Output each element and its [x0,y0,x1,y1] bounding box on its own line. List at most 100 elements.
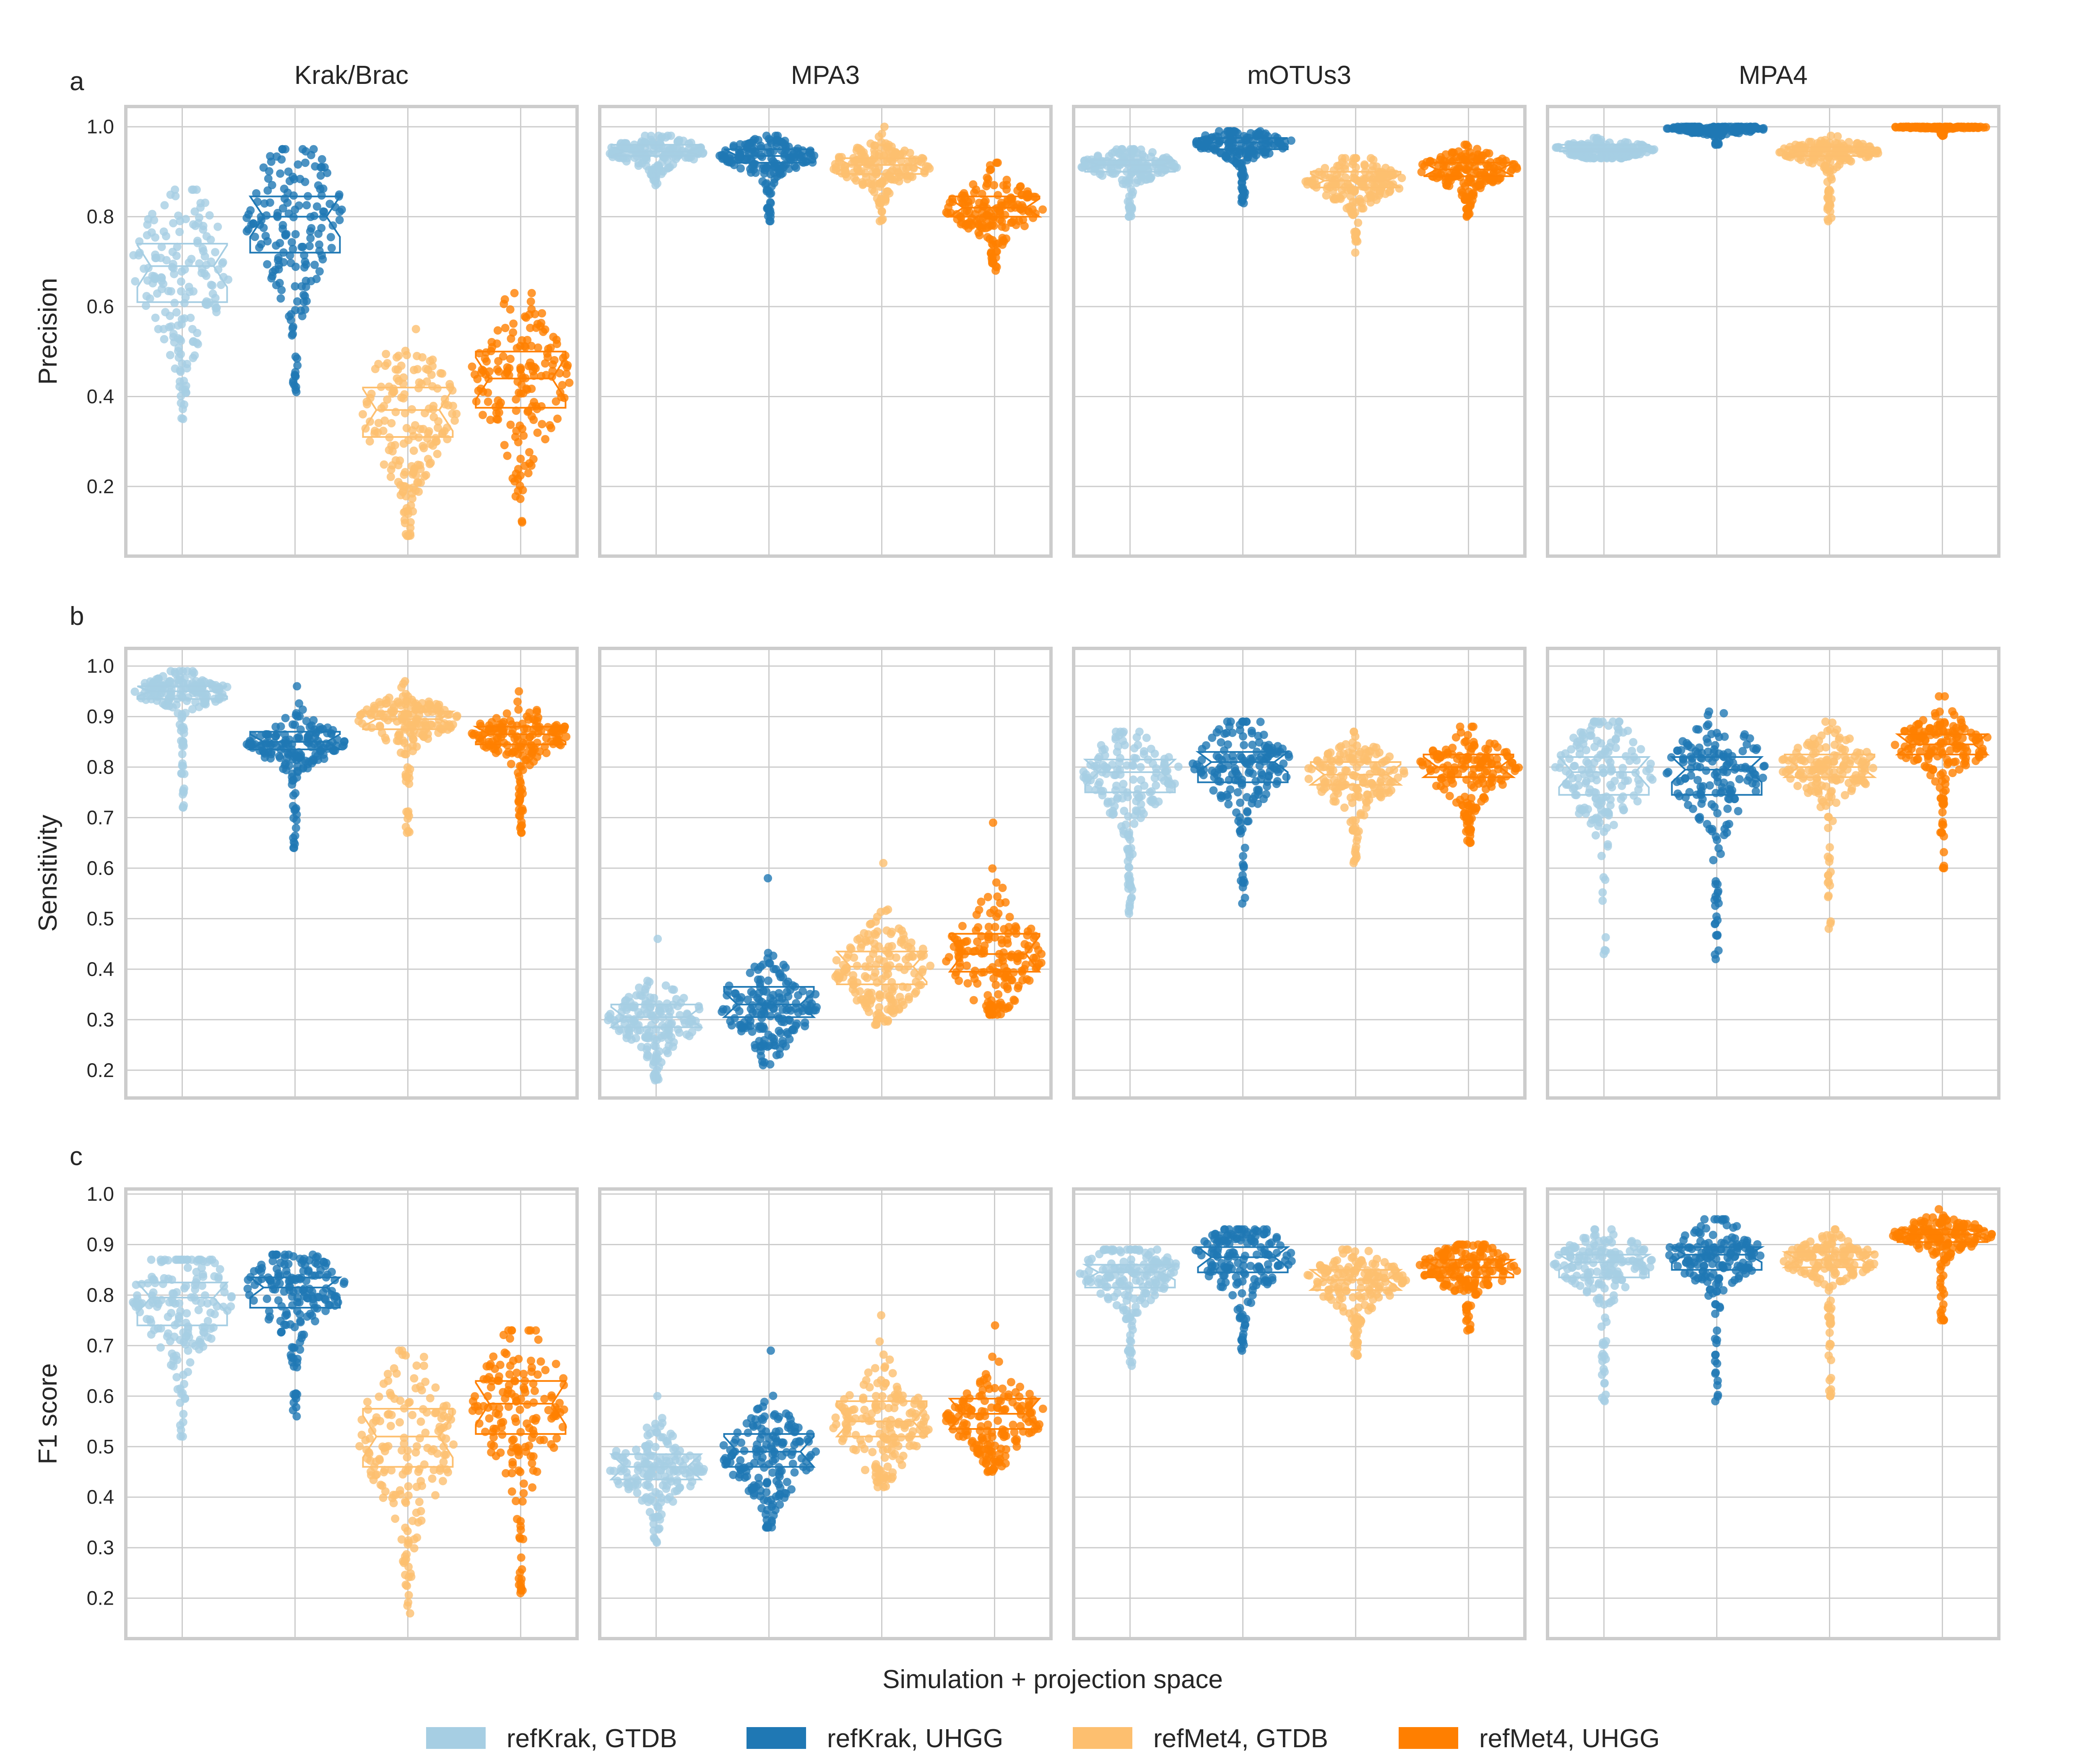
data-point [655,139,664,148]
data-point [1348,738,1357,747]
data-point [865,1007,873,1016]
data-point [317,155,326,164]
data-point [181,293,190,302]
data-point [1436,170,1445,179]
data-point [392,353,401,362]
data-point [998,202,1007,211]
data-point [359,410,367,419]
data-point [776,973,785,981]
data-point [146,294,154,303]
data-point [492,408,501,417]
data-point [152,254,161,262]
data-point [272,281,281,289]
data-point [413,351,421,360]
data-point [779,960,788,969]
data-point [493,326,502,335]
data-point [265,198,274,207]
data-point [988,221,996,229]
data-point [369,705,378,714]
panel-frame [1072,647,1527,1100]
data-point [525,761,534,770]
data-point [402,424,411,432]
data-point [649,176,658,185]
series-group-refkrak-gtdb [606,131,708,190]
data-point [622,1006,631,1015]
data-point [260,753,269,762]
data-point [1111,786,1120,795]
data-point [873,913,882,921]
data-point [268,272,277,280]
data-point [1147,798,1156,807]
data-point [213,222,222,231]
data-point [855,155,864,164]
data-point [292,810,301,819]
data-point [991,981,1000,989]
data-point [323,729,332,737]
data-point [179,801,188,810]
data-point [326,233,335,242]
data-point [196,199,205,208]
data-point [773,1012,782,1021]
data-point [1245,760,1254,768]
data-point [1110,802,1119,811]
data-point [507,760,515,768]
data-point [383,395,392,404]
data-point [719,1005,728,1014]
data-point [301,177,310,186]
data-point [1433,755,1442,764]
data-point [317,163,326,172]
data-point [259,224,268,232]
data-point [663,164,672,173]
data-point [1249,795,1257,804]
data-point [565,378,574,387]
data-point [980,949,988,957]
data-point [1385,752,1394,761]
data-point [515,797,524,806]
series-group-refkrak-gtdb [1079,727,1183,918]
data-point [885,189,894,198]
series-group-refkrak-uhgg [242,145,346,396]
data-point [1459,801,1467,810]
data-point [501,324,510,332]
data-point [291,263,300,271]
data-point [205,211,214,220]
data-point [281,230,290,239]
data-point [506,354,515,363]
data-point [977,898,986,906]
data-point [167,322,176,331]
series-group-refmet4-gtdb [830,122,934,226]
data-point [657,1033,666,1042]
data-point [786,1006,795,1015]
data-point [1362,803,1371,812]
data-point [1480,170,1489,179]
data-point [905,995,913,1004]
data-point [154,325,163,333]
data-point [314,181,323,190]
data-point [424,455,432,463]
data-point [516,824,525,833]
data-point [979,213,988,222]
data-point [1230,157,1238,165]
data-point [853,978,862,987]
data-point [224,275,233,284]
data-point [1237,170,1246,179]
data-point [780,140,789,148]
data-point [307,224,316,233]
data-point [1600,946,1609,955]
data-point [991,923,999,931]
series-group-refkrak-uhgg [1663,122,1768,149]
data-point [192,185,201,194]
data-point [177,736,185,745]
data-point [908,952,916,960]
data-point [516,365,525,374]
data-point [540,742,549,751]
data-point [1448,149,1457,158]
data-point [179,729,188,738]
data-point [1243,808,1252,817]
data-point [406,523,415,532]
data-point [287,238,296,247]
data-point [1135,727,1144,736]
data-point [758,1024,767,1033]
data-point [142,302,150,310]
data-point [1115,731,1124,740]
